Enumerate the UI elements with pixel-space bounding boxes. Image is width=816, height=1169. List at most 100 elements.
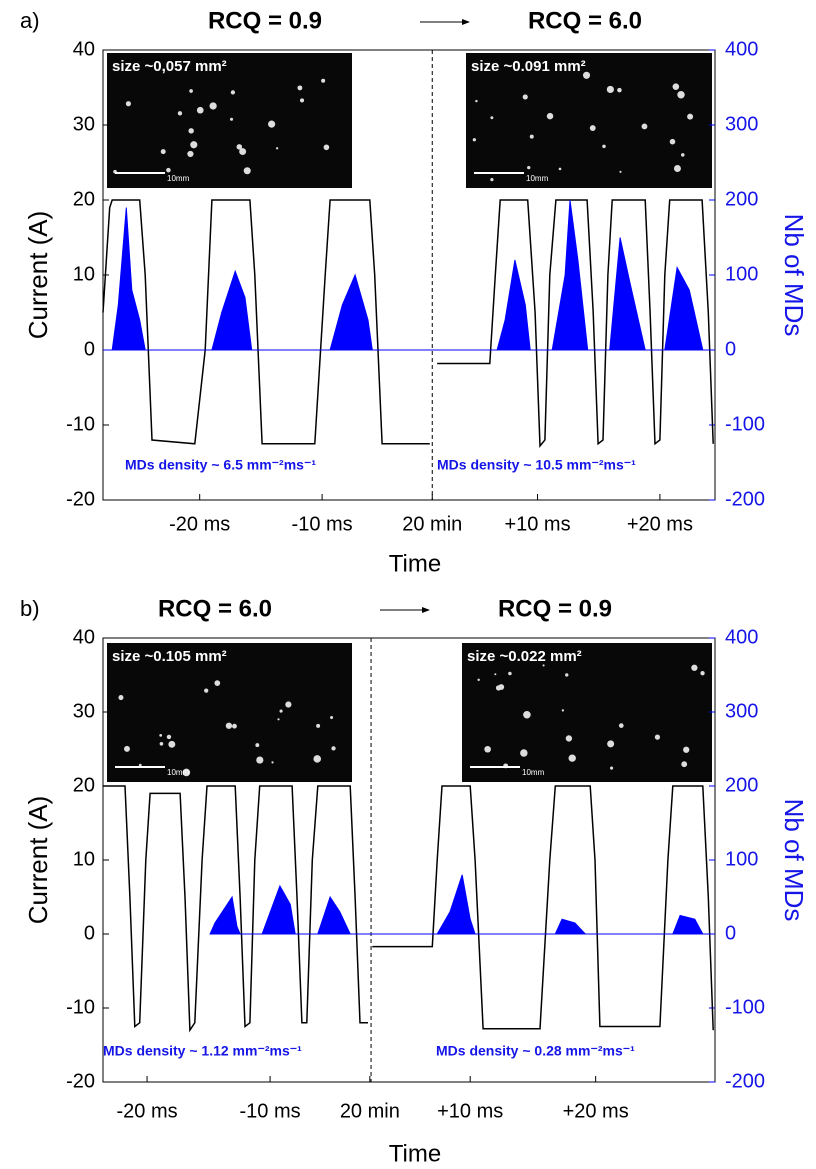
inset-dot — [527, 165, 531, 170]
inset-dot — [565, 673, 569, 677]
inset-dot — [520, 749, 528, 757]
inset-dot — [542, 664, 545, 667]
inset-dot — [214, 680, 221, 686]
line — [102, 199, 714, 449]
inset-dot — [561, 709, 565, 712]
inset-dot — [177, 111, 183, 116]
inset-dot — [602, 144, 606, 149]
y-tick-label: 10 — [73, 848, 95, 870]
inset-dot — [607, 740, 615, 748]
y2-axis-label: Nb of MDs — [779, 799, 809, 922]
inset-dot — [166, 167, 171, 173]
inset-dot — [495, 685, 502, 691]
y2-tick-label: 400 — [725, 626, 758, 648]
inset-dot — [313, 755, 322, 763]
y-axis-label: Current (A) — [23, 796, 53, 925]
inset-dot — [619, 170, 622, 173]
inset-dot — [168, 740, 176, 748]
inset-dot — [654, 734, 661, 740]
y2-tick-label: -200 — [725, 1070, 765, 1092]
inset-dot — [558, 167, 562, 171]
y-tick-label: 10 — [73, 263, 95, 285]
inset-dot — [159, 741, 164, 746]
inset-label: size ~0.022 mm² — [467, 648, 582, 665]
y-tick-label: 40 — [73, 38, 95, 60]
inset-image — [107, 53, 352, 188]
inset-dot — [568, 754, 576, 762]
inset-dot — [321, 78, 326, 83]
inset-dot — [617, 87, 622, 93]
inset-dot — [673, 165, 681, 172]
y-tick-label: 20 — [73, 774, 95, 796]
x-tick-label: +20 ms — [627, 513, 693, 535]
scale-label: 10mm — [167, 768, 190, 777]
y-tick-label: -20 — [66, 488, 95, 510]
inset-dot — [330, 716, 334, 720]
x-tick-label: 20 min — [340, 1100, 400, 1122]
density-annotation: MDs density ~ 10.5 mm⁻²ms⁻¹ — [437, 457, 636, 473]
y-axis-label: Current (A) — [23, 211, 53, 340]
inset-label: size ~0.091 mm² — [471, 58, 586, 75]
area — [103, 199, 715, 351]
y-tick-label: 0 — [84, 338, 95, 360]
inset-dot — [285, 701, 292, 708]
inset-dot — [618, 723, 624, 728]
panel-label: b) — [20, 596, 40, 621]
inset-dot — [275, 147, 279, 150]
y2-tick-label: 200 — [725, 188, 758, 210]
inset-image — [107, 643, 352, 782]
y2-tick-label: 100 — [725, 848, 758, 870]
area — [209, 874, 715, 935]
inset-dot — [490, 116, 494, 120]
inset-dot — [271, 761, 274, 764]
title-left: RCQ = 0.9 — [208, 7, 322, 34]
x-tick-label: -20 ms — [169, 513, 230, 535]
inset-dot — [672, 83, 680, 90]
y-tick-label: 30 — [73, 700, 95, 722]
line — [103, 785, 714, 1033]
scale-label: 10mm — [167, 174, 190, 183]
title-right: RCQ = 6.0 — [528, 7, 642, 34]
inset-dot — [522, 94, 528, 100]
y-tick-label: 30 — [73, 113, 95, 135]
inset-dot — [255, 743, 260, 748]
inset-dot — [124, 745, 130, 752]
inset-dot — [187, 150, 194, 158]
inset-dot — [230, 90, 236, 95]
inset-dot — [331, 746, 336, 751]
inset-dot — [316, 723, 321, 728]
inset-dot — [681, 153, 685, 157]
y2-axis-label: Nb of MDs — [779, 214, 809, 337]
inset-dot — [189, 89, 193, 93]
density-annotation: MDs density ~ 0.28 mm⁻²ms⁻¹ — [436, 1043, 635, 1059]
inset-dot — [125, 101, 131, 107]
inset-dot — [277, 718, 280, 721]
x-tick-label: 20 min — [402, 513, 462, 535]
inset-image — [462, 643, 712, 782]
inset-dot — [159, 733, 163, 737]
x-tick-label: +20 ms — [563, 1100, 629, 1122]
y-tick-label: 20 — [73, 188, 95, 210]
inset-dot — [523, 710, 531, 719]
inset-dot — [256, 756, 264, 764]
y2-tick-label: -100 — [725, 996, 765, 1018]
inset-dot — [565, 735, 573, 742]
inset-dot — [669, 138, 676, 145]
x-tick-label: +10 ms — [504, 513, 570, 535]
y-tick-label: -10 — [66, 996, 95, 1018]
y-tick-label: 0 — [84, 922, 95, 944]
x-axis-label: Time — [389, 550, 441, 577]
inset-dot — [268, 120, 276, 128]
y2-tick-label: 0 — [725, 922, 736, 944]
inset-dot — [641, 123, 648, 130]
y2-tick-label: -200 — [725, 488, 765, 510]
y-tick-label: -20 — [66, 1070, 95, 1092]
inset-dot — [232, 723, 237, 729]
title-left: RCQ = 6.0 — [158, 595, 272, 622]
inset-dot — [683, 746, 690, 753]
inset-dot — [196, 106, 204, 114]
inset-dot — [582, 71, 591, 79]
inset-dot — [589, 125, 596, 131]
inset-dot — [243, 167, 251, 175]
y2-tick-label: 200 — [725, 774, 758, 796]
